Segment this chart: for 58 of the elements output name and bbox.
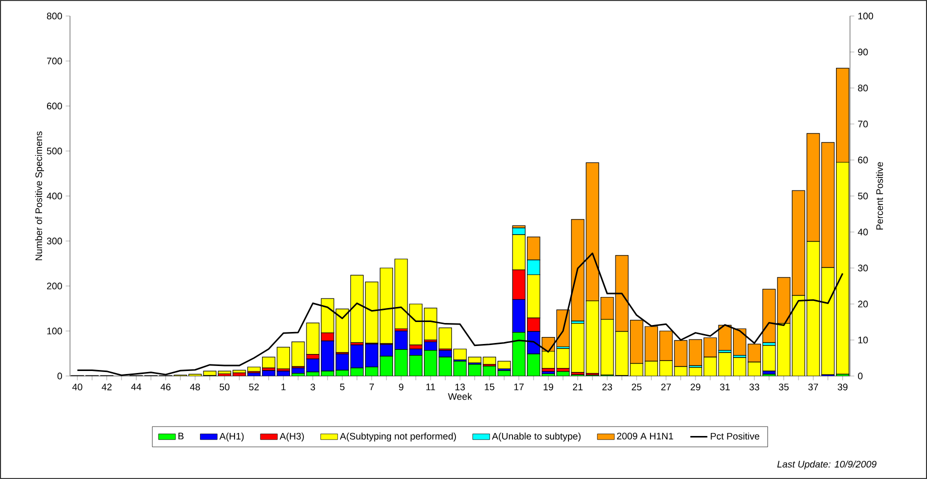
x-tick-label: 5 xyxy=(340,384,345,390)
x-tick-label: 50 xyxy=(220,384,230,390)
y2-tick-label: 20 xyxy=(858,300,868,308)
x-tick-label: 42 xyxy=(102,384,112,390)
y-tick-label: 200 xyxy=(47,282,62,290)
x-tick-label: 46 xyxy=(160,384,171,390)
x-tick-label: 3 xyxy=(310,384,316,390)
y2-tick-label: 50 xyxy=(858,192,868,200)
x-tick-label: 48 xyxy=(190,384,200,390)
y2-axis-title: Percent Positive xyxy=(876,162,883,230)
x-tick-label: 19 xyxy=(544,384,554,390)
x-tick-label: 29 xyxy=(690,384,700,390)
y2-tick-label: 30 xyxy=(858,264,868,272)
x-tick-label: 37 xyxy=(808,384,818,390)
legend-label: A(Subtyping not performed) xyxy=(340,432,456,442)
legend-label: 2009 A H1N1 xyxy=(617,432,674,440)
legend-label: A(H1) xyxy=(219,432,244,442)
y2-tick-label: 90 xyxy=(858,48,868,56)
y2-tick-label: 100 xyxy=(858,12,874,20)
legend-label: A(H3) xyxy=(280,432,304,442)
y-tick-label: 500 xyxy=(46,148,62,154)
x-tick-label: 40 xyxy=(72,384,82,390)
y-axis-title: Number of Positive Specimens xyxy=(35,131,44,260)
y2-tick-label: 10 xyxy=(858,336,868,344)
y-tick-label: 600 xyxy=(47,102,62,110)
x-tick-label: 7 xyxy=(370,384,374,390)
y2-tick-label: 60 xyxy=(858,156,868,164)
y2-tick-label: 0 xyxy=(858,372,863,380)
y-tick-label: 100 xyxy=(47,328,62,334)
x-tick-label: 11 xyxy=(426,384,436,390)
y2-tick-label: 40 xyxy=(858,228,868,236)
x-tick-label: 23 xyxy=(602,384,612,390)
x-tick-label: 33 xyxy=(749,384,760,390)
y2-tick-label: 80 xyxy=(858,84,868,92)
x-tick-label: 35 xyxy=(778,384,789,390)
y-tick-label: 700 xyxy=(47,58,62,64)
x-tick-label: 15 xyxy=(484,384,494,390)
y-tick-label: 0 xyxy=(57,372,62,380)
x-tick-label: 52 xyxy=(249,384,259,390)
x-tick-label: 39 xyxy=(838,384,848,390)
x-tick-label: 44 xyxy=(131,384,142,390)
legend-label: Pct Positive xyxy=(710,432,760,440)
y-tick-label: 300 xyxy=(46,238,62,244)
y-tick-label: 400 xyxy=(46,192,62,200)
x-tick-label: 27 xyxy=(661,384,671,390)
legend-label: B xyxy=(178,432,184,440)
x-tick-label: 1 xyxy=(281,384,286,390)
y-tick-label: 800 xyxy=(46,12,62,20)
x-tick-label: 17 xyxy=(514,384,524,390)
x-tick-label: 21 xyxy=(572,384,583,390)
x-tick-label: 31 xyxy=(720,384,730,390)
x-axis-title: Week xyxy=(448,392,472,400)
legend-label: A(Unable to subtype) xyxy=(492,432,581,442)
text: Last Update: 10/9/2009 xyxy=(777,460,876,470)
x-tick-label: 25 xyxy=(632,384,642,390)
x-tick-label: 9 xyxy=(398,384,404,390)
x-tick-label: 13 xyxy=(455,384,465,390)
y2-tick-label: 70 xyxy=(858,120,868,128)
